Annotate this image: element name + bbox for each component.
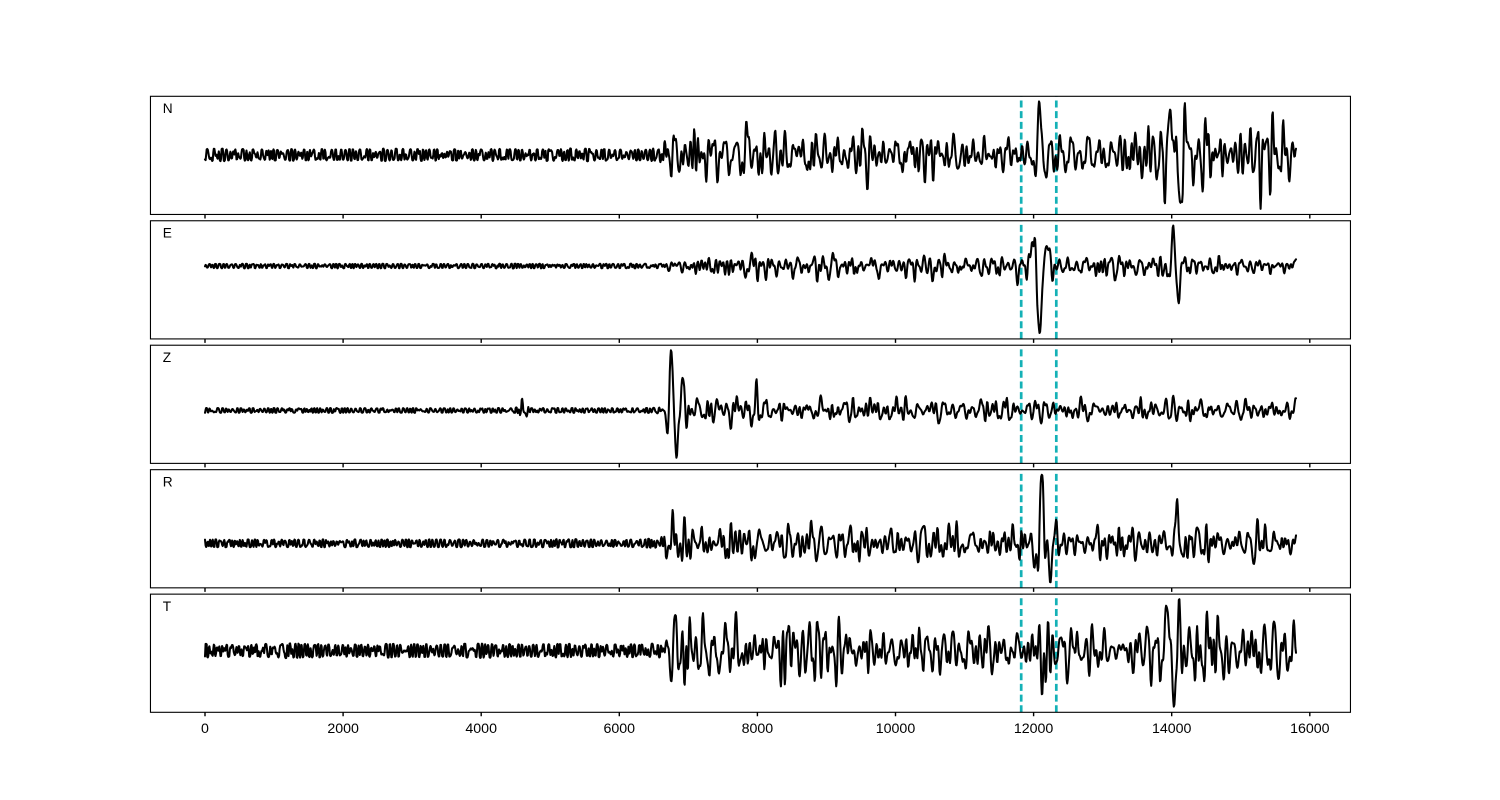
svg-text:8000: 8000 xyxy=(742,721,774,737)
svg-text:12000: 12000 xyxy=(1014,721,1054,737)
svg-text:Z: Z xyxy=(163,350,171,365)
svg-text:16000: 16000 xyxy=(1290,721,1330,737)
svg-text:0: 0 xyxy=(201,721,209,737)
svg-text:10000: 10000 xyxy=(876,721,916,737)
svg-text:2000: 2000 xyxy=(327,721,359,737)
svg-text:E: E xyxy=(163,226,172,241)
svg-text:4000: 4000 xyxy=(465,721,497,737)
svg-text:6000: 6000 xyxy=(604,721,636,737)
svg-text:R: R xyxy=(163,475,173,490)
svg-text:N: N xyxy=(163,101,173,116)
svg-text:T: T xyxy=(163,599,172,614)
svg-text:14000: 14000 xyxy=(1152,721,1192,737)
